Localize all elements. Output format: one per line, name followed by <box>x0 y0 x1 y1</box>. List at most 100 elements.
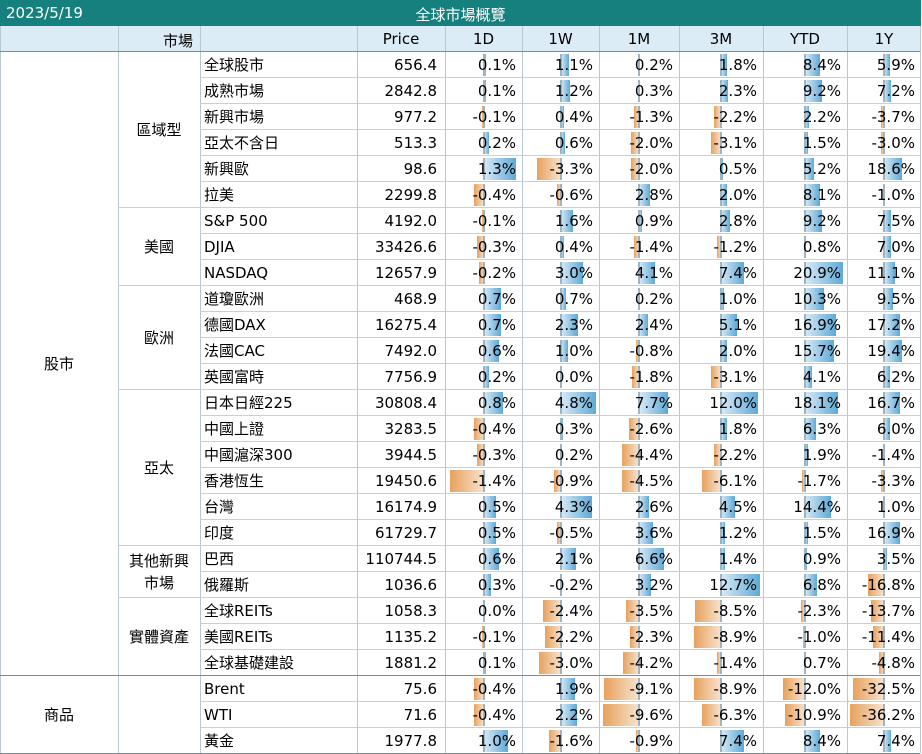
instrument-name: 新興市場 <box>204 108 265 126</box>
bar-axis <box>483 730 485 752</box>
bar-axis <box>638 626 640 648</box>
return-1d: 0.7% <box>477 290 516 308</box>
price-value: 468.9 <box>394 290 437 308</box>
bar-axis <box>720 600 722 622</box>
return-3m: 1.4% <box>718 550 757 568</box>
instrument-name: 香港恆生 <box>204 472 265 490</box>
return-bar-1w <box>561 418 564 440</box>
return-1y: 19.4% <box>867 342 915 360</box>
bar-axis <box>638 132 640 154</box>
bar-axis <box>638 106 640 128</box>
bar-axis <box>720 678 722 700</box>
bar-axis <box>560 574 562 596</box>
row-divider <box>200 493 920 494</box>
return-1w: 1.6% <box>554 212 593 230</box>
return-1m: -1.4% <box>629 238 673 256</box>
return-3m: 1.2% <box>718 524 757 542</box>
return-1y: 7.0% <box>876 238 915 256</box>
col-header-market: 市場 <box>162 32 193 50</box>
subgroup-divider <box>118 207 200 208</box>
bar-axis <box>804 496 806 518</box>
return-1y: 16.7% <box>867 394 915 412</box>
return-bar-1m <box>622 444 639 466</box>
return-1y: 16.9% <box>867 524 915 542</box>
return-3m: 1.8% <box>718 420 757 438</box>
return-1d: 0.5% <box>477 498 516 516</box>
bar-axis <box>483 262 485 284</box>
bar-axis <box>483 210 485 232</box>
bar-axis <box>883 470 885 492</box>
instrument-name: 道瓊歐洲 <box>204 290 265 308</box>
return-1w: 0.0% <box>554 368 593 386</box>
return-bar-3m <box>694 600 721 622</box>
bar-axis <box>560 366 562 388</box>
instrument-name: 台灣 <box>204 498 235 516</box>
return-bar-1y <box>879 652 884 674</box>
bar-axis <box>560 730 562 752</box>
return-bar-3m <box>721 288 725 310</box>
bar-axis <box>883 314 885 336</box>
bar-axis <box>804 314 806 336</box>
subgroup-label: 實體資產 <box>128 628 189 646</box>
return-1m: -1.3% <box>629 108 673 126</box>
bar-axis <box>883 54 885 76</box>
instrument-name: 巴西 <box>204 550 235 568</box>
price-value: 61729.7 <box>374 524 437 542</box>
return-1m: -0.8% <box>629 342 673 360</box>
bar-axis <box>483 80 485 102</box>
return-1w: 4.3% <box>554 498 593 516</box>
return-bar-1w <box>539 652 561 674</box>
column-header-row <box>0 26 921 52</box>
return-1y: 6.0% <box>876 420 915 438</box>
return-bar-ytd <box>805 106 809 128</box>
bar-axis <box>804 652 806 674</box>
bar-axis <box>883 158 885 180</box>
bar-axis <box>560 470 562 492</box>
return-1w: 1.9% <box>554 680 593 698</box>
bar-axis <box>804 80 806 102</box>
bar-axis <box>483 678 485 700</box>
return-bar-1y <box>871 600 884 622</box>
return-bar-1d <box>474 184 484 206</box>
return-bar-1w <box>561 80 570 102</box>
return-3m: 5.1% <box>718 316 757 334</box>
return-ytd: 10.3% <box>793 290 841 308</box>
return-bar-1w <box>561 54 570 76</box>
bar-axis <box>560 652 562 674</box>
return-ytd: -1.7% <box>797 472 841 490</box>
bar-axis <box>883 444 885 466</box>
return-bar-ytd <box>805 80 822 102</box>
bar-axis <box>483 548 485 570</box>
return-ytd: 8.4% <box>802 56 841 74</box>
return-bar-3m <box>716 652 721 674</box>
price-value: 7492.0 <box>384 342 438 360</box>
row-divider <box>200 571 920 572</box>
return-ytd: 1.5% <box>802 134 841 152</box>
row-divider <box>200 285 920 286</box>
bar-axis <box>804 132 806 154</box>
bar-axis <box>560 54 562 76</box>
return-1y: -3.3% <box>871 472 915 490</box>
return-1y: -16.8% <box>861 576 915 594</box>
bar-axis <box>804 288 806 310</box>
return-bar-1d <box>481 626 484 648</box>
bar-axis <box>804 392 806 414</box>
return-1w: -3.0% <box>549 654 593 672</box>
return-1d: 0.6% <box>477 550 516 568</box>
return-1m: 7.7% <box>634 394 673 412</box>
bar-axis <box>638 262 640 284</box>
return-bar-ytd <box>783 678 805 700</box>
return-3m: 2.3% <box>718 82 757 100</box>
return-bar-3m <box>721 730 744 752</box>
return-ytd: 9.2% <box>802 82 841 100</box>
bar-axis <box>804 678 806 700</box>
return-bar-1y <box>880 470 884 492</box>
return-bar-1y <box>853 678 884 700</box>
col-header-price: Price <box>382 30 420 48</box>
bar-axis <box>638 704 640 726</box>
bar-axis <box>720 366 722 388</box>
bar-axis <box>638 288 640 310</box>
return-ytd: 1.5% <box>802 524 841 542</box>
bar-axis <box>720 106 722 128</box>
instrument-name: 美國REITs <box>204 628 273 646</box>
